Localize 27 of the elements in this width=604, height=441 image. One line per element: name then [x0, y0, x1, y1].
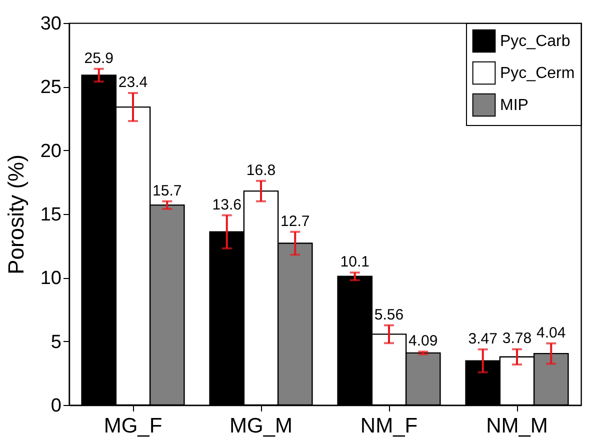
x-tick-label: NM_F: [360, 414, 418, 438]
y-tick-label: 0: [50, 396, 62, 416]
data-label: 3.47: [468, 330, 498, 348]
data-label: 13.6: [212, 196, 242, 214]
data-label: 5.56: [374, 306, 404, 324]
data-label: 16.8: [246, 162, 276, 179]
legend-label: Pyc_Cerm: [500, 65, 575, 82]
data-label: 4.04: [536, 324, 566, 342]
y-tick-label: 30: [40, 14, 62, 34]
data-label: 23.4: [118, 74, 148, 92]
y-tick-label: 15: [40, 204, 62, 226]
data-label: 10.1: [340, 254, 370, 271]
x-tick-label: MG_F: [104, 414, 162, 438]
legend-label: Pyc_Carb: [500, 33, 570, 50]
y-tick-label: 25: [40, 77, 62, 98]
y-tick-label: 10: [40, 268, 62, 290]
legend-label: MIP: [500, 97, 528, 114]
data-label: 4.09: [408, 332, 438, 350]
x-tick-label: MG_M: [230, 414, 292, 438]
data-label: 15.7: [152, 182, 182, 200]
y-axis-title: Porosity (%): [3, 154, 28, 274]
y-tick-label: 20: [40, 140, 62, 162]
data-label: 25.9: [84, 50, 114, 67]
data-label: 12.7: [280, 212, 310, 230]
data-label: 3.78: [502, 330, 532, 348]
y-tick-label: 5: [50, 332, 62, 353]
x-tick-label: NM_M: [486, 414, 548, 438]
